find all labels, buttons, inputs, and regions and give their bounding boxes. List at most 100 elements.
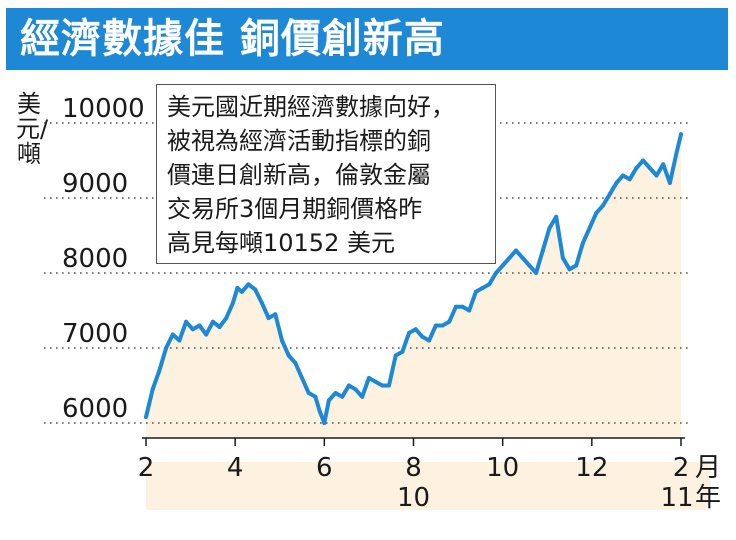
series-point <box>654 173 659 178</box>
series-point <box>190 327 195 332</box>
year-label-1: 11 <box>660 483 693 513</box>
series-point <box>433 323 438 328</box>
series-point <box>480 286 485 290</box>
series-point <box>217 325 222 329</box>
area-fill-layer <box>146 134 711 510</box>
series-layer <box>144 132 683 425</box>
series-point <box>520 256 525 260</box>
series-point <box>322 421 327 425</box>
annotation-box: 美元國近期經濟數據向好， 被視為經濟活動指標的銅 價連日創新高，倫敦金屬 交易所… <box>156 84 496 264</box>
series-point <box>567 267 572 272</box>
x-tick-label-1: 4 <box>227 453 244 483</box>
series-point <box>286 353 291 358</box>
series-point <box>373 379 378 384</box>
annotation-line-1: 美元國近期經濟數據向好， <box>167 93 455 121</box>
chart-title: 經濟數據佳 銅價創新高 <box>20 16 445 62</box>
series-point <box>326 398 331 403</box>
y-tick-label-9000: 9000 <box>62 169 128 199</box>
x-tick-label-4: 10 <box>486 453 519 483</box>
series-point <box>447 319 452 324</box>
series-point <box>157 368 162 373</box>
series-point <box>560 256 565 260</box>
series-point <box>177 338 182 343</box>
series-point <box>346 383 351 388</box>
series-point <box>197 323 202 328</box>
series-point <box>353 387 358 392</box>
x-tick-label-3: 8 <box>405 453 422 483</box>
series-point <box>239 289 244 294</box>
y-tick-labels: 6000 7000 8000 9000 10000 <box>62 94 145 424</box>
series-point <box>380 383 385 388</box>
series-point <box>607 192 612 197</box>
series-point <box>407 331 411 335</box>
x-tick-label-6: 2 <box>673 453 690 483</box>
series-point <box>634 166 639 170</box>
series-point <box>614 181 619 185</box>
series-point <box>514 248 518 253</box>
y-tick-label-10000: 10000 <box>62 94 145 124</box>
x-tick-label-2: 6 <box>316 453 333 483</box>
series-point <box>184 319 189 324</box>
series-point <box>547 226 552 230</box>
series-point <box>621 173 625 178</box>
series-point <box>280 338 284 343</box>
series-point <box>647 166 652 170</box>
series-point <box>246 282 251 287</box>
series-area <box>146 134 681 439</box>
series-point <box>487 282 492 287</box>
annotation-line-5: 高見每噸10152 美元 <box>167 229 395 257</box>
series-point <box>674 151 679 155</box>
series-point <box>144 415 148 419</box>
x-axis: 2 4 6 8 10 12 2 月10 11 年 <box>138 437 721 513</box>
series-point <box>500 263 505 268</box>
series-point <box>150 387 155 392</box>
series-point <box>679 132 683 137</box>
series-point <box>210 319 215 324</box>
x-axis-band <box>146 462 711 510</box>
annotation-line-3: 價連日創新高，倫敦金屬 <box>167 161 431 189</box>
series-point <box>340 394 345 399</box>
series-point <box>273 312 278 317</box>
series-point <box>413 327 418 332</box>
series-point <box>574 263 579 268</box>
y-tick-label-8000: 8000 <box>62 244 128 274</box>
annotation-line-2: 被視為經濟活動指標的銅 <box>167 127 431 155</box>
series-point <box>366 376 371 380</box>
series-point <box>554 214 559 219</box>
series-point <box>333 391 338 395</box>
series-point <box>627 177 632 182</box>
year-label-0: 10 <box>397 483 430 513</box>
series-point <box>224 316 229 320</box>
series-point <box>427 338 432 343</box>
year-unit-label: 年 <box>695 483 721 513</box>
annotation-line-4: 交易所3個月期銅價格昨 <box>167 195 423 223</box>
series-point <box>667 181 672 185</box>
x-tick-label-0: 2 <box>138 453 155 483</box>
series-point <box>306 391 311 395</box>
series-point <box>420 334 425 339</box>
series-point <box>235 286 240 290</box>
series-point <box>266 316 271 320</box>
series-point <box>661 162 666 167</box>
series-point <box>170 332 175 337</box>
series-point <box>300 376 304 380</box>
series-point <box>204 332 209 337</box>
series-point <box>253 287 258 292</box>
series-point <box>393 353 398 358</box>
series-point <box>507 256 512 260</box>
series-point <box>594 211 599 215</box>
series-point <box>400 349 405 354</box>
series-point <box>527 263 532 268</box>
series-point <box>453 304 458 309</box>
series-point <box>494 271 498 275</box>
series-point <box>540 248 545 253</box>
y-tick-label-6000: 6000 <box>62 394 128 424</box>
series-point <box>460 304 465 309</box>
month-unit-label: 月 <box>695 453 721 483</box>
series-point <box>473 289 478 294</box>
series-point <box>580 241 585 245</box>
series-point <box>293 361 298 365</box>
series-point <box>587 226 592 230</box>
series-point <box>534 271 539 275</box>
